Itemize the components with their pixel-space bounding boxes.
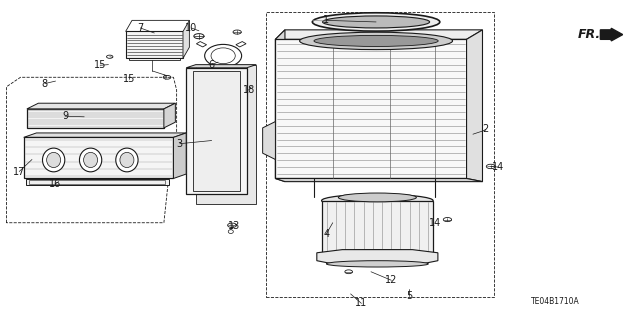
Text: 8: 8	[42, 78, 48, 89]
Text: 9: 9	[62, 111, 68, 121]
Polygon shape	[321, 201, 433, 256]
Polygon shape	[186, 68, 246, 194]
Bar	[266, 12, 494, 297]
Text: 17: 17	[13, 167, 26, 176]
Polygon shape	[196, 65, 256, 204]
Ellipse shape	[321, 250, 433, 262]
Polygon shape	[275, 30, 285, 182]
Text: 11: 11	[355, 298, 367, 308]
Polygon shape	[27, 103, 175, 109]
Bar	[29, 180, 165, 183]
Polygon shape	[24, 137, 173, 178]
Text: 3: 3	[177, 139, 183, 149]
Ellipse shape	[84, 152, 98, 167]
Ellipse shape	[300, 32, 452, 50]
Ellipse shape	[79, 148, 102, 172]
Text: 7: 7	[137, 23, 143, 33]
Ellipse shape	[323, 16, 429, 28]
Text: 6: 6	[209, 60, 215, 70]
Polygon shape	[193, 71, 241, 191]
Ellipse shape	[321, 194, 433, 207]
Text: 15: 15	[94, 60, 106, 70]
Text: 10: 10	[185, 23, 197, 33]
Ellipse shape	[42, 148, 65, 172]
Polygon shape	[275, 39, 467, 178]
Ellipse shape	[314, 35, 438, 47]
Ellipse shape	[444, 218, 452, 222]
Text: FR.: FR.	[578, 28, 601, 41]
Text: 15: 15	[123, 74, 135, 84]
Text: 14: 14	[429, 219, 441, 228]
Polygon shape	[24, 133, 186, 137]
Ellipse shape	[326, 261, 428, 267]
Ellipse shape	[120, 152, 134, 167]
Polygon shape	[275, 178, 483, 182]
Text: 2: 2	[483, 124, 489, 135]
Ellipse shape	[312, 13, 440, 31]
Polygon shape	[164, 103, 175, 128]
Ellipse shape	[47, 152, 61, 167]
Polygon shape	[262, 122, 275, 160]
Text: 4: 4	[323, 229, 330, 239]
Polygon shape	[317, 250, 438, 264]
Text: 18: 18	[243, 85, 255, 95]
Text: 14: 14	[492, 162, 504, 172]
Polygon shape	[183, 20, 189, 58]
Text: 1: 1	[323, 15, 330, 26]
Text: 12: 12	[385, 275, 397, 285]
Ellipse shape	[486, 164, 495, 169]
Ellipse shape	[116, 148, 138, 172]
Polygon shape	[27, 109, 164, 128]
Polygon shape	[173, 133, 186, 178]
Text: 5: 5	[406, 291, 412, 301]
Text: 13: 13	[228, 221, 240, 231]
Text: 16: 16	[49, 179, 61, 189]
Polygon shape	[275, 30, 483, 39]
Polygon shape	[467, 30, 483, 182]
Ellipse shape	[228, 223, 237, 227]
Polygon shape	[125, 32, 183, 58]
FancyArrow shape	[600, 28, 623, 41]
Ellipse shape	[339, 193, 417, 202]
Bar	[26, 179, 169, 185]
Polygon shape	[186, 65, 256, 68]
Text: TE04B1710A: TE04B1710A	[531, 297, 580, 306]
